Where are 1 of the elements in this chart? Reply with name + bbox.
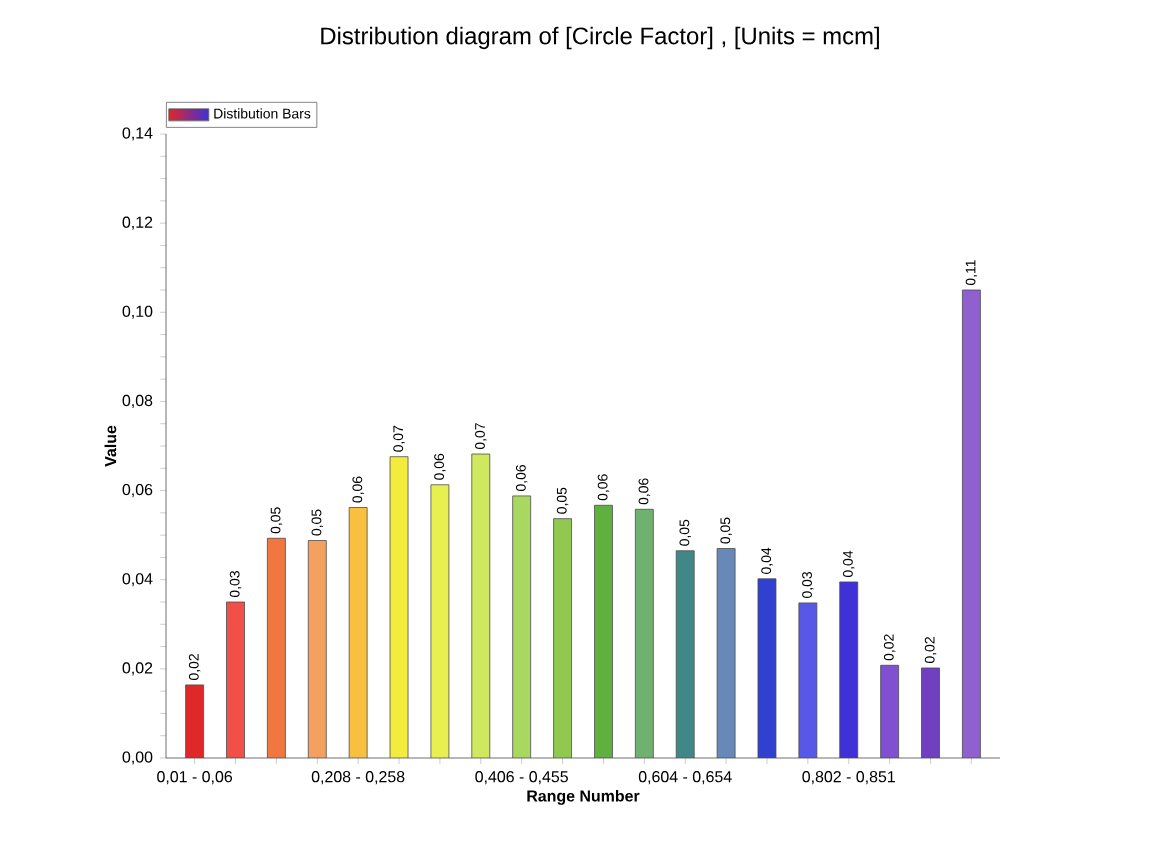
chart-title: Distribution diagram of [Circle Factor] , [Units = mcm] — [321, 26, 879, 50]
